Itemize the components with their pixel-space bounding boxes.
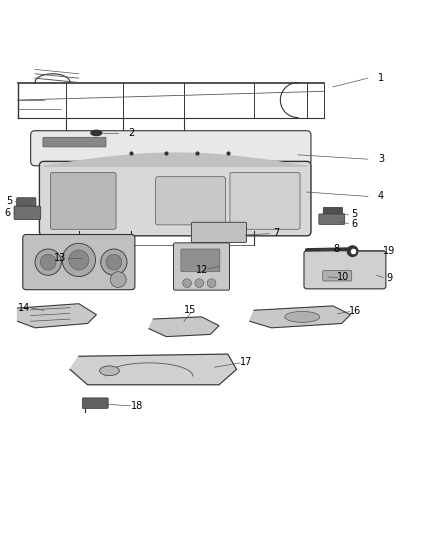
Circle shape [101, 249, 127, 275]
FancyBboxPatch shape [323, 207, 343, 216]
Text: 19: 19 [383, 246, 395, 256]
Text: 2: 2 [128, 128, 134, 138]
Text: 6: 6 [352, 219, 358, 229]
Ellipse shape [91, 130, 102, 135]
Text: 18: 18 [131, 401, 143, 411]
Polygon shape [250, 306, 350, 328]
FancyBboxPatch shape [31, 131, 311, 166]
Text: 16: 16 [349, 306, 361, 316]
Text: 14: 14 [18, 303, 31, 313]
Polygon shape [149, 317, 219, 336]
Circle shape [62, 243, 95, 277]
Ellipse shape [99, 366, 119, 376]
Circle shape [35, 249, 61, 275]
Text: 5: 5 [7, 196, 13, 206]
FancyBboxPatch shape [173, 243, 230, 290]
Circle shape [110, 272, 126, 287]
Circle shape [40, 254, 56, 270]
Text: 5: 5 [352, 209, 358, 219]
Text: 17: 17 [240, 358, 252, 367]
Ellipse shape [285, 311, 320, 322]
FancyBboxPatch shape [319, 214, 345, 224]
Circle shape [106, 254, 122, 270]
FancyBboxPatch shape [323, 270, 352, 281]
Text: 1: 1 [378, 73, 384, 83]
Text: 8: 8 [334, 244, 340, 254]
FancyBboxPatch shape [14, 206, 41, 220]
FancyBboxPatch shape [82, 398, 108, 408]
Polygon shape [70, 354, 237, 385]
FancyBboxPatch shape [50, 172, 116, 229]
FancyBboxPatch shape [23, 235, 135, 290]
Text: 3: 3 [378, 154, 384, 164]
Circle shape [347, 246, 358, 256]
FancyBboxPatch shape [191, 222, 247, 243]
FancyBboxPatch shape [181, 249, 220, 272]
Text: 15: 15 [184, 305, 197, 316]
FancyBboxPatch shape [155, 177, 226, 225]
FancyBboxPatch shape [304, 251, 386, 289]
FancyBboxPatch shape [230, 172, 300, 229]
FancyBboxPatch shape [39, 161, 311, 236]
Text: 7: 7 [273, 228, 279, 238]
Text: 6: 6 [5, 208, 11, 218]
FancyBboxPatch shape [43, 138, 106, 147]
Text: 12: 12 [196, 264, 208, 274]
Circle shape [69, 250, 89, 270]
Text: 10: 10 [337, 272, 349, 282]
FancyBboxPatch shape [17, 198, 36, 207]
Circle shape [207, 279, 216, 287]
Circle shape [183, 279, 191, 287]
Text: 13: 13 [54, 253, 67, 263]
Polygon shape [18, 304, 96, 328]
Text: 9: 9 [386, 273, 392, 284]
Text: 4: 4 [378, 191, 384, 201]
Circle shape [195, 279, 204, 287]
